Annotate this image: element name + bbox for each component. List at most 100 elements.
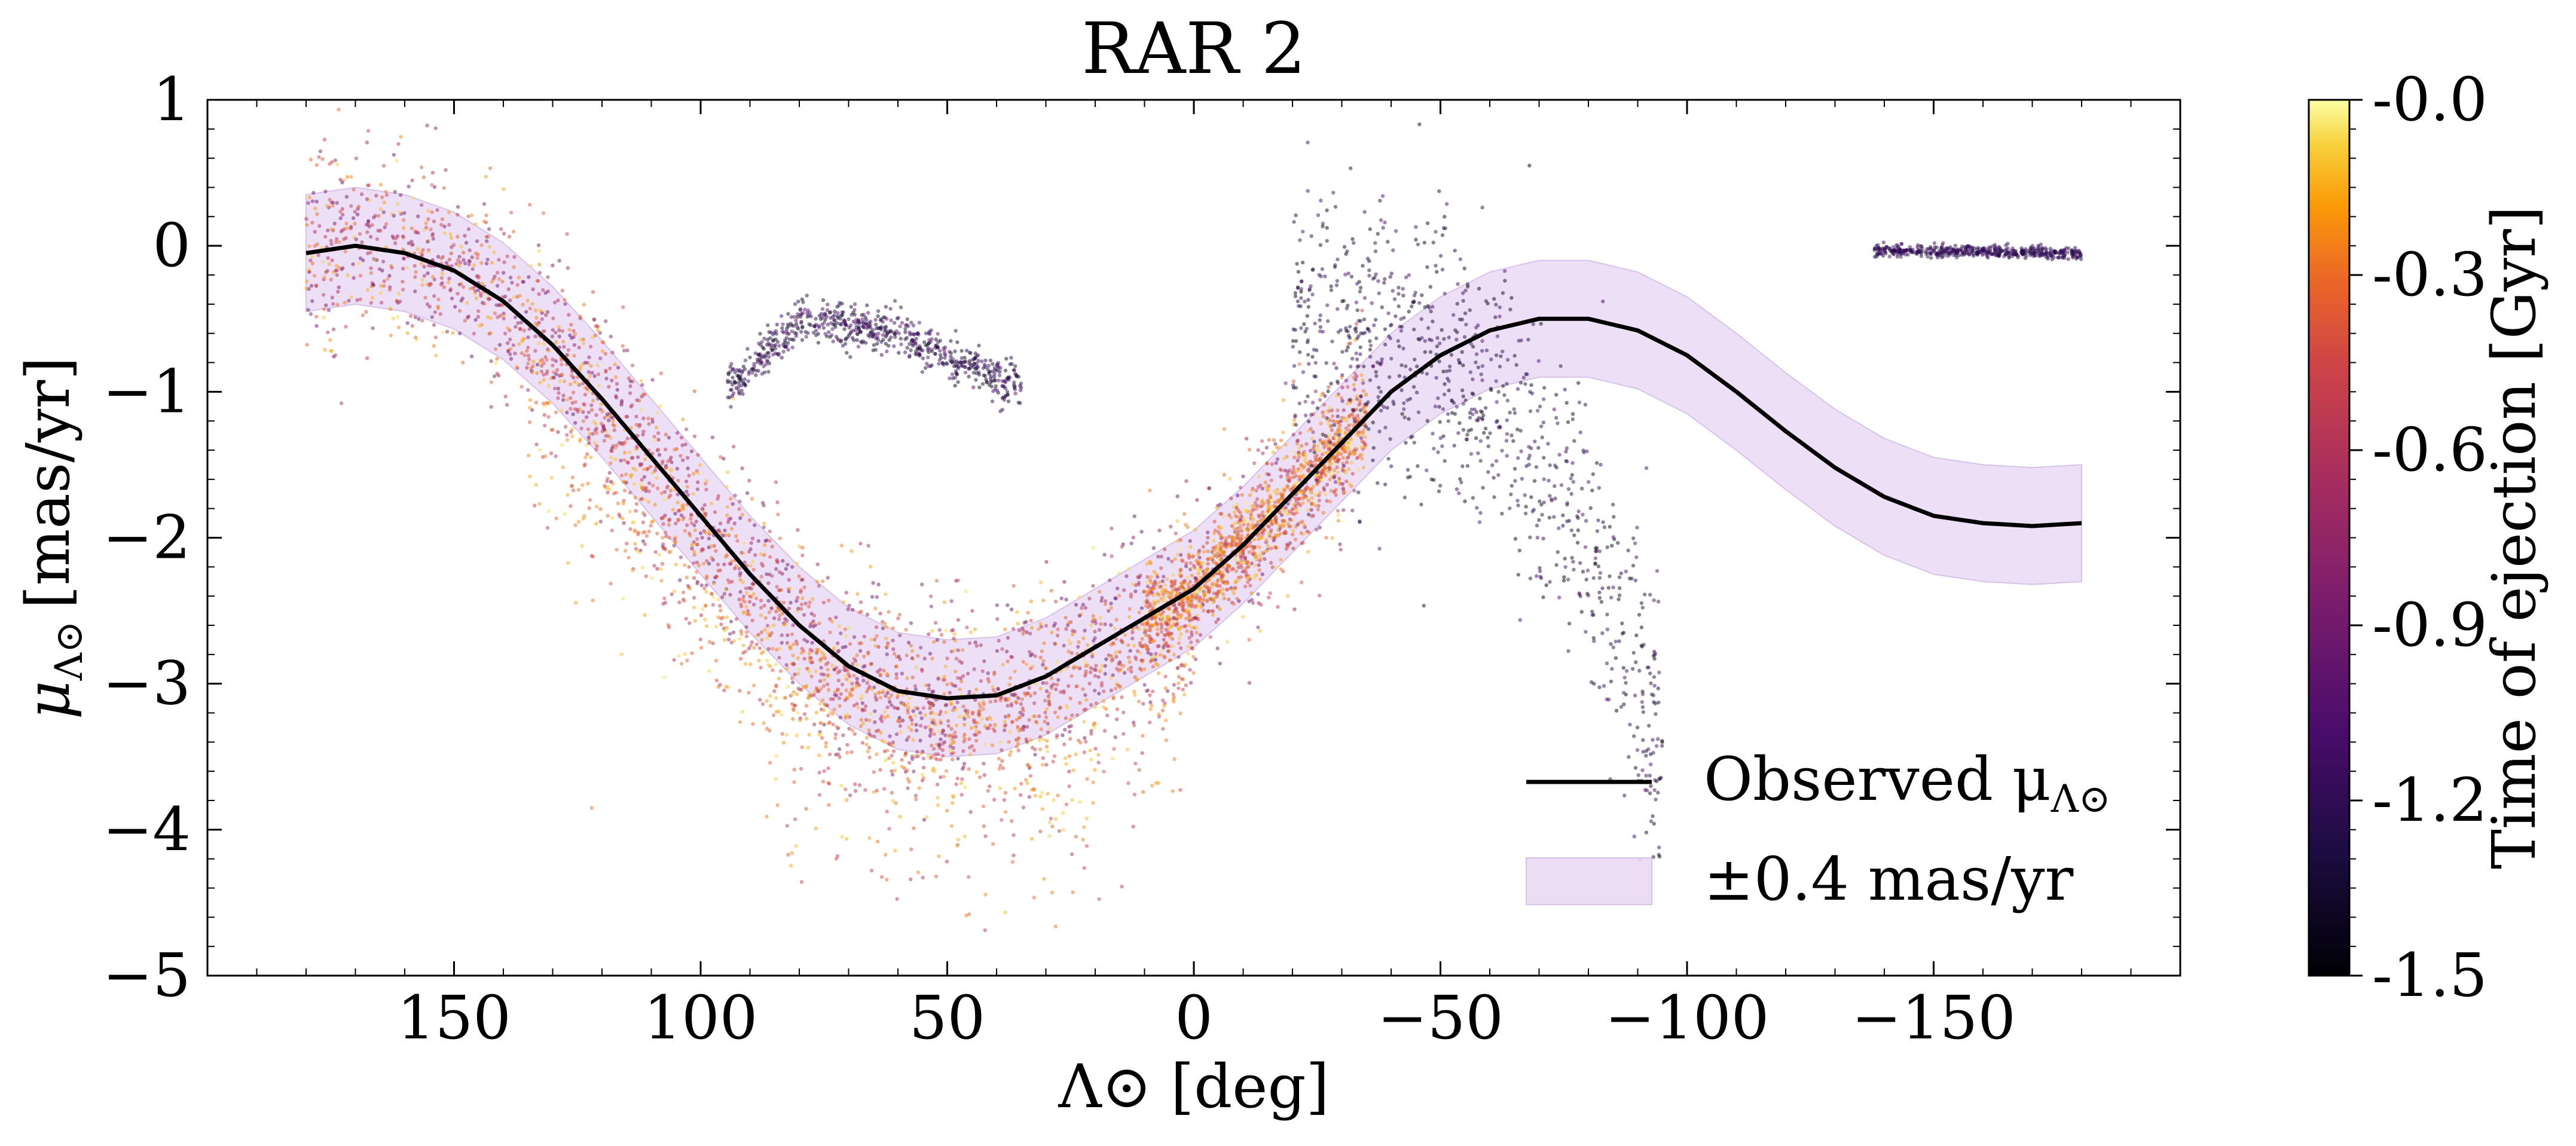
scatter-point [1585,449,1589,454]
scatter-point [1422,604,1426,608]
scatter-point [1184,616,1188,621]
scatter-point [1564,446,1569,450]
scatter-point [942,600,947,604]
scatter-point [1148,628,1153,632]
scatter-point [1238,555,1243,560]
scatter-point [952,632,957,636]
scatter-point [378,228,383,233]
scatter-point [320,157,325,161]
scatter-point [1233,586,1237,590]
scatter-point [541,288,545,292]
scatter-point [1184,564,1188,569]
scatter-point [1146,650,1150,655]
scatter-point [1300,260,1305,265]
scatter-point [993,378,997,383]
scatter-point [1505,432,1509,436]
scatter-point [641,429,646,433]
scatter-point [869,330,873,334]
scatter-point [1316,444,1320,448]
scatter-point [1061,733,1065,738]
scatter-point [1548,463,1552,467]
scatter-point [1404,364,1408,368]
scatter-point [1110,526,1114,531]
scatter-point [1236,493,1240,497]
scatter-point [506,341,510,346]
scatter-point [1013,364,1017,368]
scatter-point [1260,487,1264,491]
scatter-point [1290,511,1294,515]
scatter-point [658,404,662,408]
scatter-point [836,671,840,675]
scatter-point [1226,640,1230,644]
scatter-point [976,365,980,369]
scatter-point [1286,594,1290,598]
scatter-point [821,600,826,605]
scatter-point [1340,385,1344,390]
scatter-point [328,338,332,342]
scatter-point [1552,515,1556,519]
scatter-point [821,326,826,330]
scatter-point [493,347,498,352]
scatter-point [357,232,362,236]
scatter-point [955,340,959,344]
scatter-point [1029,618,1033,623]
scatter-point [995,603,1000,607]
scatter-point [796,528,800,532]
scatter-point [1368,339,1372,343]
scatter-point [417,317,421,321]
scatter-point [459,245,463,249]
scatter-point [1030,652,1034,656]
scatter-point [323,234,328,239]
scatter-point [800,325,805,329]
scatter-point [525,366,529,370]
scatter-point [1009,702,1014,706]
scatter-point [1336,518,1341,523]
scatter-point [449,236,454,240]
scatter-point [963,371,968,375]
scatter-point [959,349,964,353]
scatter-point [1298,469,1303,473]
scatter-point [484,261,489,265]
scatter-point [1067,649,1071,654]
scatter-point [551,263,555,268]
scatter-point [506,287,511,291]
scatter-point [457,331,462,335]
scatter-point [1474,325,1478,330]
scatter-point [392,213,396,218]
scatter-point [969,726,974,731]
scatter-point [1306,549,1310,554]
scatter-point [923,366,928,370]
scatter-point [313,206,317,210]
scatter-point [1360,308,1364,313]
scatter-point [1192,625,1196,630]
scatter-point [885,671,889,676]
scatter-point [476,314,480,319]
scatter-point [857,610,862,615]
scatter-point [973,627,977,632]
scatter-point [1354,445,1358,450]
scatter-point [1050,630,1054,635]
scatter-point [500,280,505,284]
scatter-point [1013,669,1017,674]
scatter-point [928,652,933,656]
scatter-point [1190,555,1194,559]
scatter-point [444,168,448,172]
scatter-point [1034,720,1038,724]
scatter-point [1274,565,1278,570]
scatter-point [762,503,766,508]
scatter-point [1644,466,1649,470]
scatter-point [1356,433,1361,438]
scatter-point [1377,386,1381,390]
scatter-point [433,335,438,340]
scatter-point [1014,373,1019,377]
scatter-point [1285,545,1289,549]
scatter-point [321,293,326,297]
scatter-point [619,402,624,407]
scatter-point [1330,408,1334,412]
scatter-point [1334,394,1339,398]
scatter-point [607,384,611,389]
scatter-point [753,523,757,527]
scatter-point [457,255,462,259]
scatter-point [861,313,866,317]
scatter-point [1303,413,1308,418]
